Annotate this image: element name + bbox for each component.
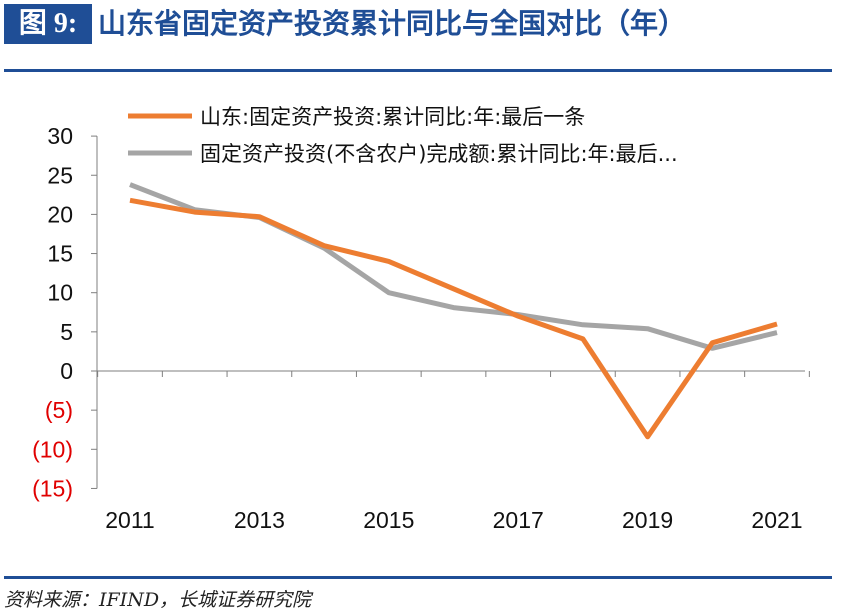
header-divider [4,69,832,72]
y-tick-label: 10 [47,280,73,306]
figure-header: 图 9: 山东省固定资产投资累计同比与全国对比（年） [0,0,844,72]
y-tick-label: 30 [47,123,73,149]
y-tick-label: 0 [60,358,73,384]
x-axis [97,370,810,377]
x-tick-label: 2021 [751,507,802,533]
series-line-1 [129,197,778,440]
x-tick-label: 2011 [105,507,154,533]
footer-divider [4,576,832,579]
y-tick-label: 25 [47,162,73,188]
y-tick-label: (5) [45,397,73,423]
source-note: 资料来源：IFIND，长城证券研究院 [4,589,312,611]
x-tick-label: 2017 [493,507,544,533]
y-axis: 30 25 20 15 10 5 0 (5) (10) (15) [32,123,98,501]
series-line-2 [129,182,778,351]
y-tick-label: 15 [47,241,73,267]
y-tick-label: (10) [32,436,73,462]
line-chart: 山东:固定资产投资:累计同比:年:最后一条固定资产投资(不含农户)完成额:累计同… [32,105,810,533]
legend-label-2: 固定资产投资(不含农户)完成额:累计同比:年:最后... [200,142,678,166]
chart-legend: 山东:固定资产投资:累计同比:年:最后一条固定资产投资(不含农户)完成额:累计同… [128,105,678,166]
x-tick-label: 2015 [363,507,414,533]
figure-title: 山东省固定资产投资累计同比与全国对比（年） [98,7,687,40]
x-tick-labels: 2011 2013 2015 2017 2019 2021 [105,507,802,533]
y-tick-label: 5 [60,319,73,345]
figure-label: 图 9: [4,4,92,44]
x-tick-label: 2019 [622,507,673,533]
legend-label-1: 山东:固定资产投资:累计同比:年:最后一条 [200,105,585,129]
y-tick-label: (15) [32,475,73,501]
chart-series [129,182,778,440]
x-tick-label: 2013 [234,507,285,533]
y-tick-label: 20 [47,201,73,227]
